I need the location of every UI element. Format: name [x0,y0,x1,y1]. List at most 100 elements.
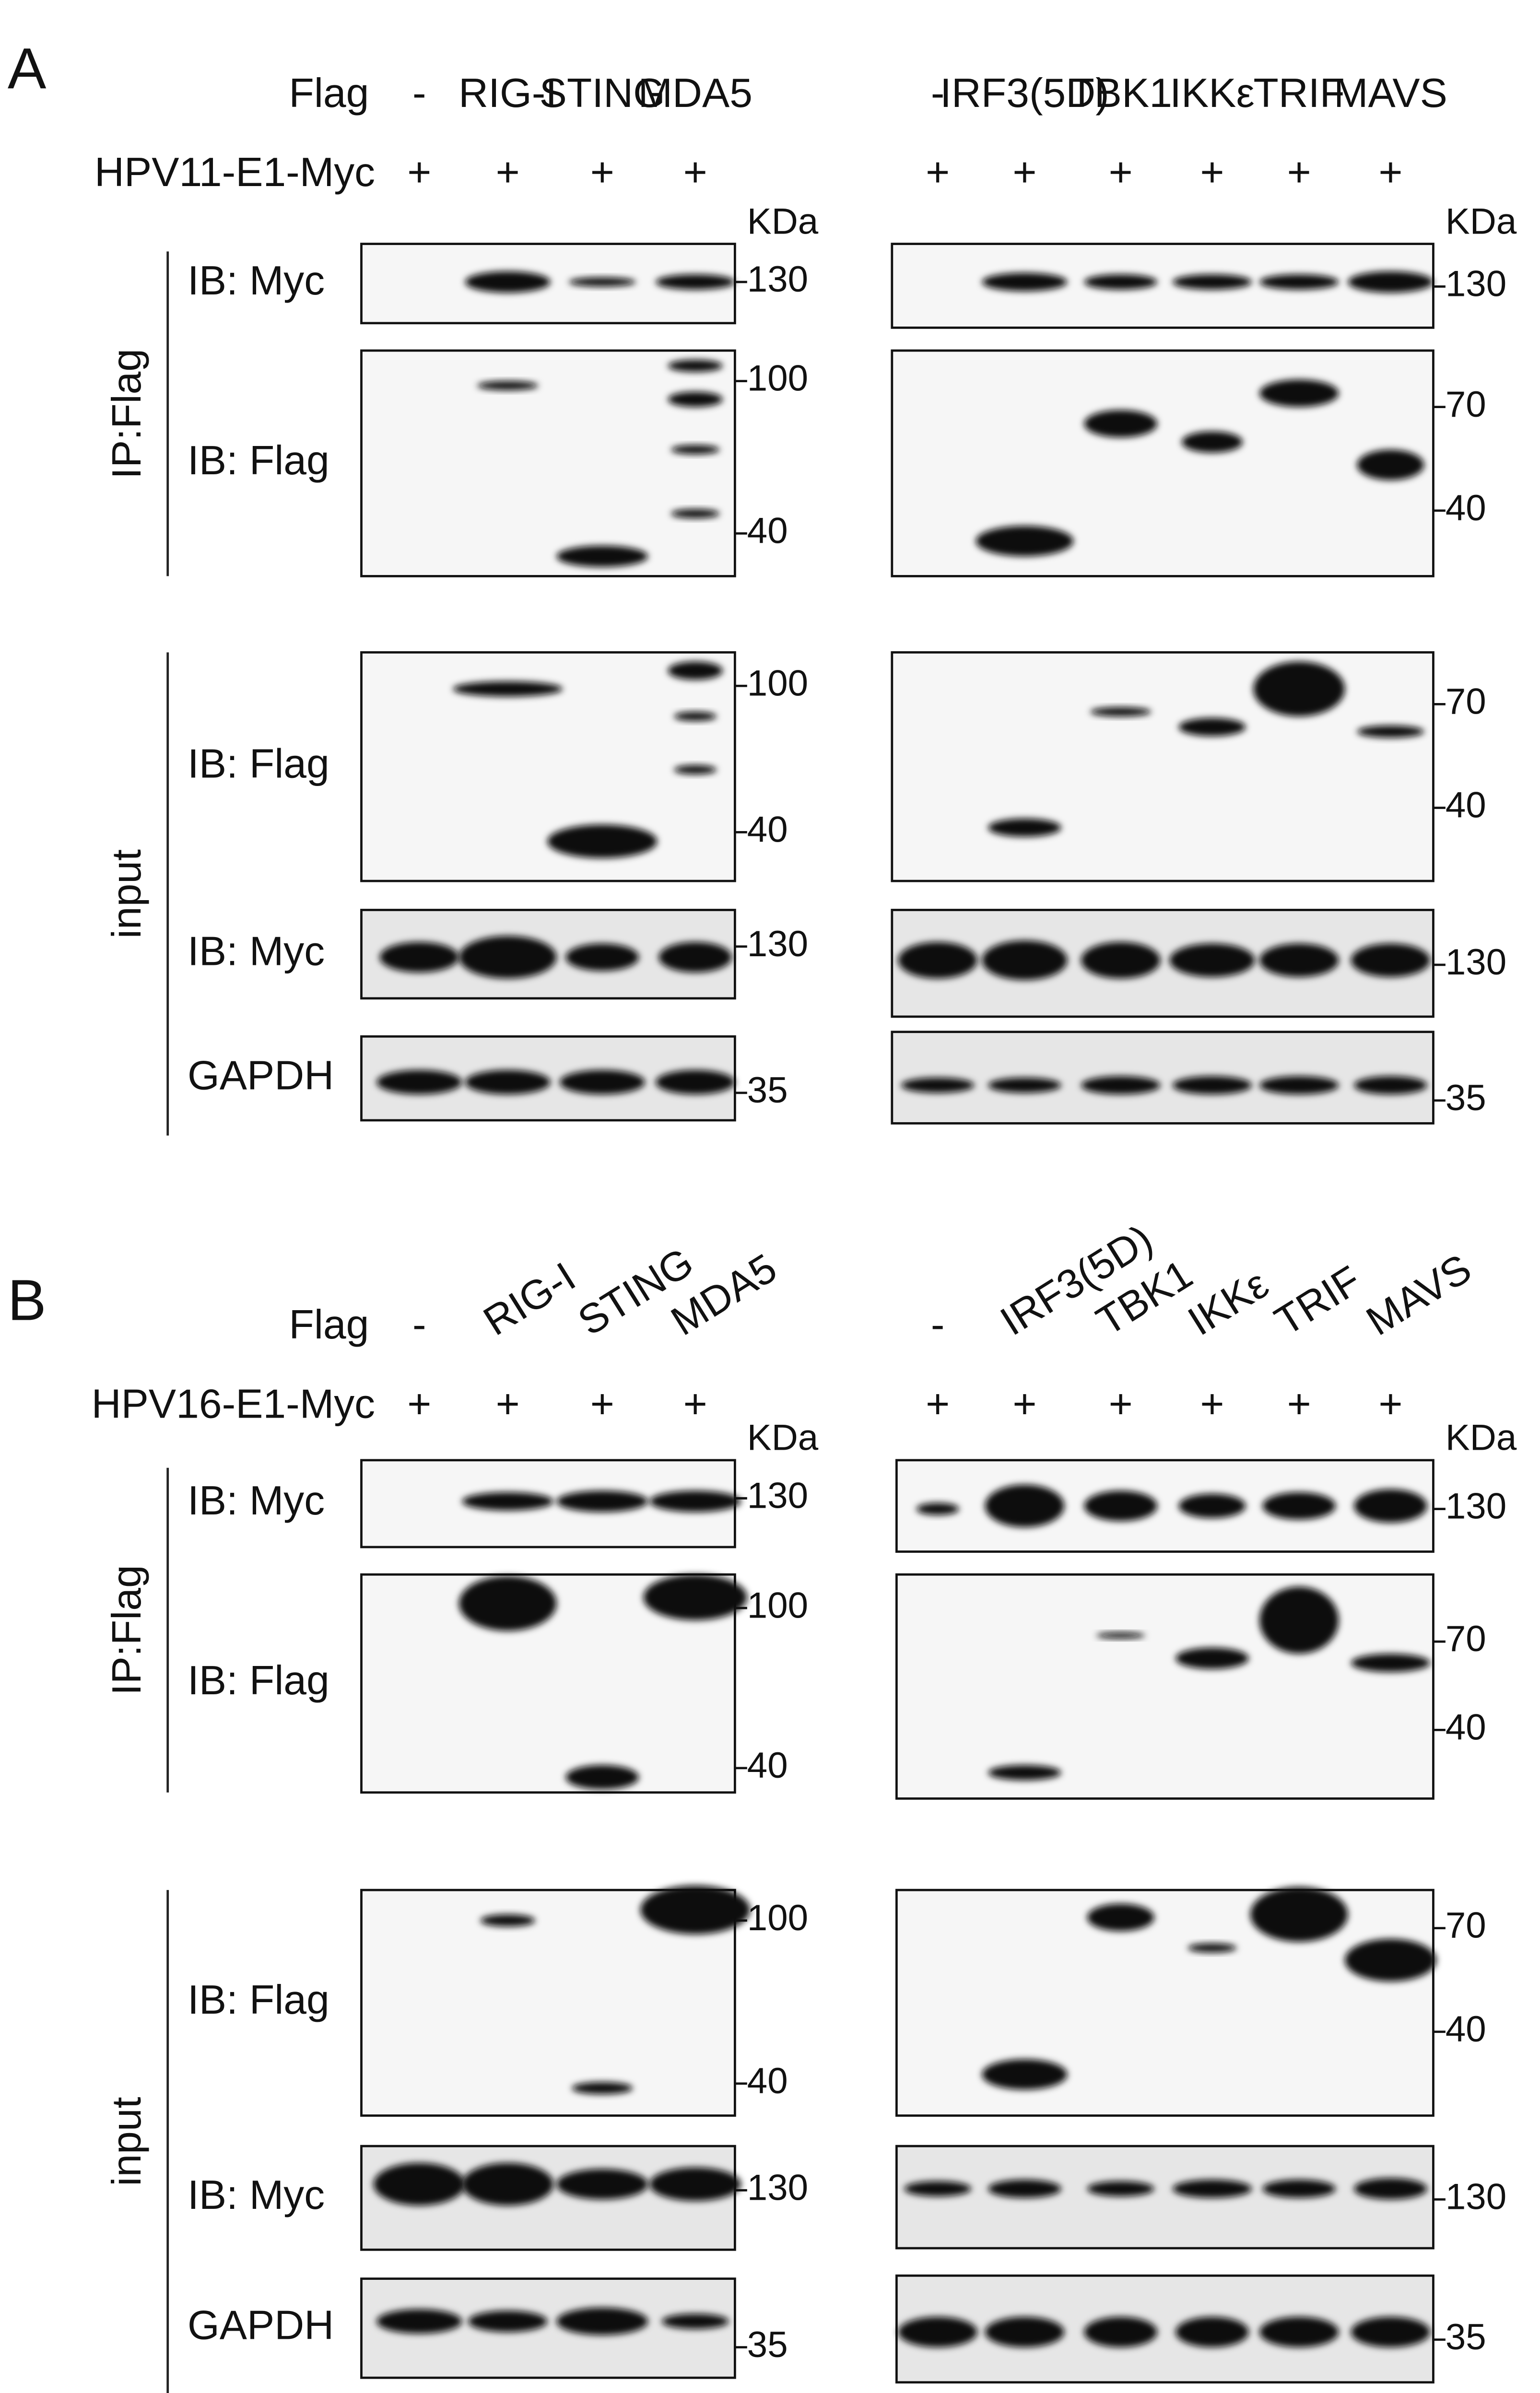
band [901,1078,975,1093]
plus-sign: + [926,149,950,195]
band [916,1502,959,1515]
band [656,1070,735,1095]
band [1090,707,1152,716]
kda-label: KDa [1446,201,1517,242]
plus-sign: + [590,149,614,195]
band [1172,2180,1252,2198]
marker-label: 35 [1446,1078,1486,1118]
blot [891,909,1434,1018]
band [376,2309,462,2334]
band [988,818,1061,837]
lane-label: MAVS [1334,70,1447,116]
lane-label: - [931,1302,945,1348]
kda-label: KDa [747,1418,819,1458]
marker-label: 70 [1446,681,1486,722]
band [1259,379,1339,407]
marker-label: 70 [1446,1619,1486,1659]
band [649,2167,741,2201]
band [674,712,717,721]
band [640,1885,751,1935]
blot [891,1031,1434,1125]
band [1087,2181,1154,2196]
blot-label: IB: Myc [188,1478,325,1524]
panel-letter: B [8,1268,47,1333]
blot [891,349,1434,577]
marker-label: 130 [747,924,808,964]
marker-label: 40 [1446,2009,1486,2050]
plus-sign: + [1200,149,1224,195]
blot [895,2145,1434,2250]
blot-label: IB: Myc [188,258,325,304]
band [465,1070,551,1095]
group-label: IP:Flag [104,1565,150,1695]
blot-label: GAPDH [188,2302,334,2348]
blot [360,1889,736,2117]
band [458,936,557,979]
band [668,391,723,407]
marker-label: 35 [747,2324,788,2365]
marker-label: 100 [747,358,808,399]
plus-sign: + [496,149,520,195]
band [674,765,717,774]
band [1357,725,1424,738]
plus-sign: + [590,1381,614,1427]
lane-label: TRIF [1267,1257,1369,1344]
band [656,274,735,290]
band [1178,1493,1246,1518]
blot [895,1459,1434,1553]
kda-label: KDa [1446,1418,1517,1458]
band [1250,1887,1348,1942]
band [559,1070,645,1095]
band [1354,2178,1427,2200]
band [1351,1654,1431,1672]
lane-label: RIG-I [458,70,557,116]
blot-label: IB: Flag [188,740,329,786]
band [1096,1632,1145,1639]
marker-label: 40 [1446,488,1486,528]
marker-label: 130 [1446,942,1506,983]
band [1348,271,1434,293]
plus-sign: + [1109,1381,1133,1427]
band [379,942,459,973]
band [1259,274,1339,290]
band [1354,1076,1427,1095]
band [658,942,732,973]
marker-label: 40 [747,2061,788,2101]
plus-sign: + [1287,149,1311,195]
band [1084,2317,1158,2347]
lane-label: MDA5 [638,70,752,116]
band [985,2317,1065,2347]
band [661,2313,729,2329]
marker-label: 130 [747,259,808,300]
band [1259,1586,1339,1654]
plus-sign: + [683,149,707,195]
lane-label: - [412,1302,426,1348]
marker-label: 130 [747,2167,808,2208]
band [988,1765,1061,1781]
row-label: Flag [289,70,369,116]
band [556,2169,648,2200]
marker-label: 40 [1446,1707,1486,1748]
band [1357,449,1424,481]
group-label: IP:Flag [104,349,150,479]
row-label: HPV16-E1-Myc [92,1381,375,1427]
blot-label: IB: Flag [188,1657,329,1703]
row-label: Flag [289,1302,369,1348]
band [898,2317,977,2347]
marker-label: 130 [1446,264,1506,305]
marker-label: 35 [747,1070,788,1111]
band [1259,1076,1339,1095]
marker-label: 40 [747,1745,788,1786]
plus-sign: + [683,1381,707,1427]
band [565,943,639,971]
marker-label: 35 [1446,2317,1486,2358]
band [1172,274,1252,290]
band [465,271,551,293]
band [988,2180,1061,2198]
panel-letter: A [8,36,47,101]
band [462,2163,554,2206]
band [668,360,723,372]
band [988,1078,1061,1093]
marker-label: 130 [1446,1486,1506,1527]
lane-label: IKKε [1170,70,1255,116]
